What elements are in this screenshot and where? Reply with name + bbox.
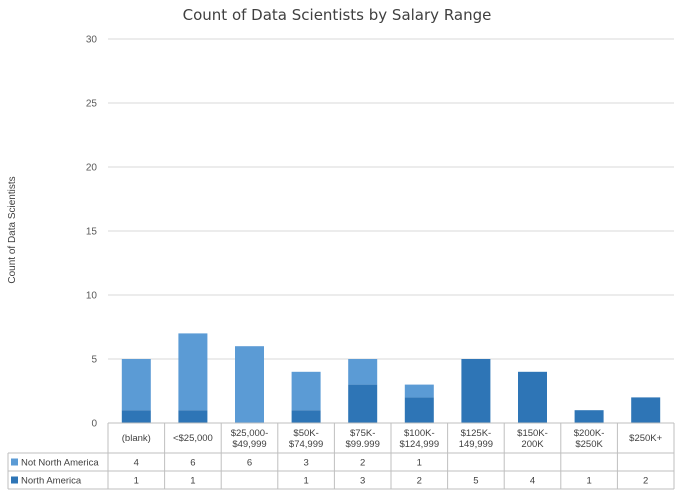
bar-north-america [461, 359, 491, 423]
x-category-label: $125K-149,999 [459, 428, 493, 450]
bar-north-america [404, 397, 434, 423]
x-category-label: $150K-200K [517, 428, 548, 450]
table-cell-value: 2 [643, 476, 648, 487]
table-cell-value: 3 [303, 458, 308, 469]
table-cell-value: 4 [134, 458, 139, 469]
x-category-label: $50K-$74,999 [289, 428, 323, 450]
y-axis-label: Count of Data Scientists [7, 176, 18, 283]
y-tick-label: 5 [91, 355, 97, 366]
table-cell-value: 1 [586, 476, 591, 487]
table-cell-value: 1 [303, 476, 308, 487]
legend-label: North America [21, 476, 82, 487]
bar-not-north-america [178, 333, 208, 411]
bar-not-north-america [235, 346, 264, 423]
bar-north-america [178, 410, 208, 423]
table-cell-value: 2 [417, 476, 422, 487]
y-tick-label: 0 [91, 419, 97, 430]
table-cell-value: 6 [190, 458, 195, 469]
legend-swatch [11, 458, 18, 466]
x-category-label: $100K-$124,999 [399, 428, 439, 450]
bar-not-north-america [348, 359, 378, 385]
table-cell-value: 1 [417, 458, 422, 469]
bar-north-america [348, 384, 378, 423]
x-category-label: $250K+ [629, 433, 662, 444]
bar-north-america [574, 410, 604, 423]
x-category-label: (blank) [122, 433, 151, 444]
y-tick-label: 30 [86, 35, 98, 46]
y-tick-label: 15 [86, 227, 98, 238]
x-category-label: $200K-$250K [574, 428, 605, 450]
gridlines [108, 38, 674, 360]
bar-not-north-america [404, 384, 434, 398]
data-table: (blank) <$25,000 $25,000-$49,999 $50K-$74,9… [7, 422, 675, 490]
table-cell-value: 6 [247, 458, 252, 469]
table-cell-value: 1 [134, 476, 139, 487]
bar-north-america [518, 371, 547, 423]
legend-swatch [11, 476, 18, 484]
table-cell-value: 3 [360, 476, 365, 487]
bar-north-america [291, 410, 321, 423]
bar-not-north-america [121, 359, 151, 411]
x-category-label: $25,000-$49,999 [231, 428, 269, 450]
table-cell-value: 2 [360, 458, 365, 469]
chart-title: Count of Data Scientists by Salary Range [183, 6, 492, 24]
bars [121, 333, 661, 423]
legend-label: Not North America [21, 458, 99, 469]
bar-north-america [121, 410, 151, 423]
y-axis-ticks: 0 5 10 15 20 25 30 [86, 35, 98, 430]
x-category-label: <$25,000 [173, 433, 213, 444]
y-tick-label: 25 [86, 99, 98, 110]
y-tick-label: 10 [86, 291, 98, 302]
table-cell-value: 1 [190, 476, 195, 487]
x-category-label: $75K-$99.999 [346, 428, 380, 450]
table-cell-value: 4 [530, 476, 535, 487]
bar-not-north-america [291, 371, 321, 411]
table-cell-value: 5 [473, 476, 478, 487]
bar-north-america [631, 397, 661, 423]
y-tick-label: 20 [86, 163, 98, 174]
